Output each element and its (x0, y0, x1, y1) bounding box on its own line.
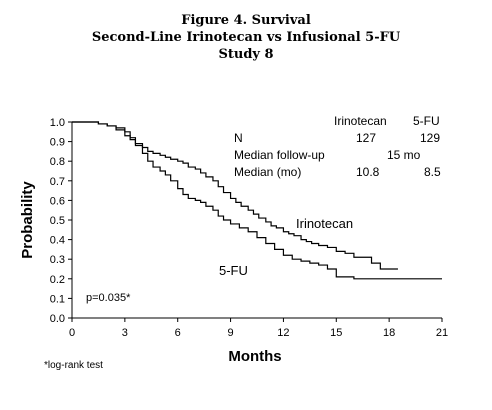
x-tick-label: 6 (175, 327, 181, 339)
table-row-followup-label: Median follow-up (234, 148, 325, 162)
figure-title-line1: Figure 4. Survival (181, 13, 311, 28)
y-tick-label: 0.5 (50, 215, 65, 227)
x-axis-title: Months (228, 348, 281, 365)
y-ticks: 0.0 0.1 0.2 0.3 0.4 0.5 0.6 0.7 0.8 0.9 1.0 (50, 117, 72, 325)
table-row-median-5fu: 8.5 (424, 165, 441, 179)
y-tick-label: 0.1 (50, 293, 65, 305)
table-header-5fu: 5-FU (413, 114, 440, 128)
y-tick-label: 1.0 (50, 117, 65, 129)
footnote: *log-rank test (44, 360, 103, 371)
y-axis-title: Probability (19, 181, 36, 259)
5fu-survival-curve (72, 121, 442, 280)
table-row-followup-value: 15 mo (387, 148, 421, 162)
x-tick-label: 12 (277, 327, 289, 339)
x-tick-label: 18 (383, 327, 395, 339)
y-tick-label: 0.8 (50, 156, 65, 168)
table-row-n-label: N (234, 131, 243, 145)
y-tick-label: 0.2 (50, 274, 65, 286)
y-tick-label: 0.7 (50, 176, 65, 188)
x-tick-label: 3 (122, 327, 128, 339)
y-tick-label: 0.9 (50, 137, 65, 149)
x-tick-label: 21 (436, 327, 448, 339)
table-header-irinotecan: Irinotecan (334, 114, 387, 128)
y-tick-label: 0.4 (50, 235, 65, 247)
x-ticks: 0 3 6 9 12 15 18 21 (69, 318, 448, 339)
5fu-curve-label: 5-FU (219, 263, 248, 278)
table-row-n-5fu: 129 (420, 131, 440, 145)
figure-title-line3: Study 8 (218, 47, 274, 62)
series-layer (72, 121, 442, 280)
y-tick-label: 0.0 (50, 313, 65, 325)
summary-table: Irinotecan 5-FU N 127 129 Median follow-… (234, 114, 441, 179)
x-tick-label: 9 (228, 327, 234, 339)
x-tick-label: 15 (330, 327, 342, 339)
table-row-median-label: Median (mo) (234, 165, 301, 179)
y-tick-label: 0.6 (50, 195, 65, 207)
table-row-median-irinotecan: 10.8 (356, 165, 380, 179)
irinotecan-curve-label: Irinotecan (296, 216, 353, 231)
figure-title: Figure 4. Survival Second-Line Irinoteca… (0, 12, 492, 63)
y-tick-label: 0.3 (50, 254, 65, 266)
x-tick-label: 0 (69, 327, 75, 339)
p-value: p=0.035* (86, 292, 131, 304)
table-row-n-irinotecan: 127 (356, 131, 376, 145)
figure-title-line2: Second-Line Irinotecan vs Infusional 5-F… (91, 30, 401, 45)
